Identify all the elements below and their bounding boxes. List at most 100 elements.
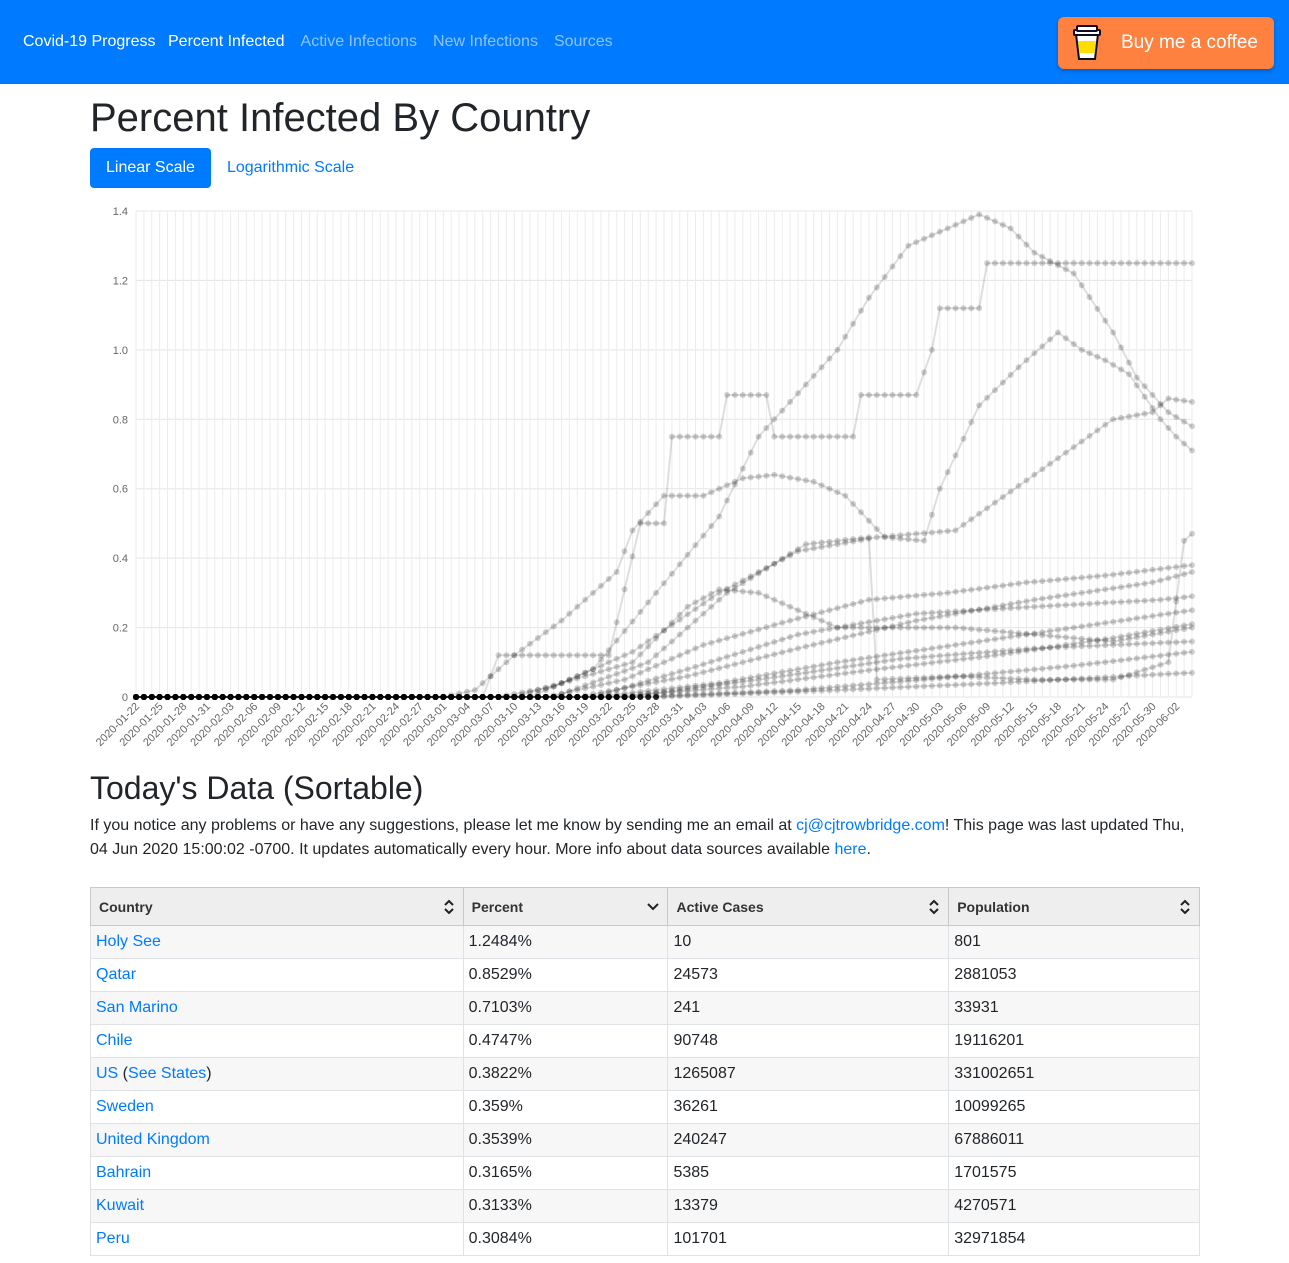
data-point (716, 690, 723, 697)
data-point (984, 674, 991, 681)
data-point (1062, 634, 1069, 641)
data-point (763, 689, 770, 696)
data-point (566, 652, 573, 659)
data-point (1173, 670, 1180, 677)
country-link[interactable]: Sweden (96, 1098, 154, 1115)
data-point (952, 305, 959, 312)
data-point (1023, 241, 1030, 248)
data-point (1173, 623, 1180, 630)
country-link[interactable]: Bahrain (96, 1164, 152, 1181)
data-point (645, 520, 652, 527)
country-link[interactable]: Qatar (96, 966, 137, 983)
country-link[interactable]: United Kingdom (96, 1131, 210, 1148)
column-header[interactable]: Active Cases (667, 887, 950, 926)
data-point (1189, 648, 1195, 655)
data-point (1126, 616, 1132, 623)
column-header[interactable]: Percent (462, 887, 669, 926)
data-point (1189, 669, 1195, 676)
data-point (1173, 414, 1180, 420)
data-point (692, 692, 699, 699)
country-link[interactable]: Chile (96, 1032, 133, 1049)
data-sources-link[interactable]: here (834, 841, 867, 858)
data-point (1110, 361, 1117, 368)
data-point (787, 603, 794, 610)
email-link[interactable]: cj@cjtrowbridge.com (796, 817, 945, 834)
data-point (1126, 632, 1132, 639)
buy-coffee-button[interactable]: Buy me a coffee (1058, 17, 1274, 69)
country-link[interactable]: San Marino (96, 999, 178, 1016)
data-point (984, 505, 991, 512)
column-header[interactable]: Population (948, 887, 1200, 926)
data-point (1118, 599, 1125, 605)
data-point (1055, 644, 1061, 651)
data-point (676, 652, 683, 659)
country-link[interactable]: Peru (96, 1230, 130, 1247)
data-point (1118, 673, 1125, 680)
data-point (1070, 643, 1077, 650)
country-link[interactable]: Kuwait (96, 1197, 145, 1214)
active-cases-cell: 240247 (667, 1123, 950, 1157)
data-point (1102, 421, 1109, 428)
data-point (850, 601, 857, 607)
data-point (724, 663, 730, 670)
data-point (1133, 374, 1140, 381)
data-point (897, 594, 904, 600)
brand-link[interactable]: Covid-19 Progress (23, 33, 156, 50)
column-header[interactable]: Country (90, 887, 464, 926)
nav-sources[interactable]: Sources (553, 33, 613, 50)
data-point (479, 694, 486, 700)
data-point (700, 532, 707, 539)
data-point (1189, 447, 1195, 454)
data-point (668, 619, 675, 626)
data-point (416, 694, 423, 700)
data-point (976, 674, 983, 681)
data-point (755, 676, 762, 683)
data-point (361, 694, 368, 700)
population-cell: 2881053 (948, 958, 1200, 992)
data-point (566, 694, 573, 700)
data-point (850, 501, 857, 507)
data-point (211, 694, 218, 700)
nav-active-infections[interactable]: Active Infections (300, 33, 418, 50)
data-point (795, 476, 801, 482)
data-point (731, 587, 738, 594)
data-point (527, 640, 533, 647)
see-states-link[interactable]: See States (128, 1065, 207, 1082)
nav-new-infections[interactable]: New Infections (433, 33, 538, 50)
data-point (747, 690, 754, 697)
data-point (944, 305, 951, 312)
data-point (668, 693, 675, 700)
log-scale-button[interactable]: Logarithmic Scale (211, 148, 370, 188)
data-point (1149, 405, 1156, 411)
data-point (1007, 605, 1014, 612)
linear-scale-button[interactable]: Linear Scale (90, 148, 211, 188)
chart-series (133, 211, 1195, 700)
country-link[interactable]: Holy See (96, 933, 161, 950)
data-point (1070, 270, 1077, 277)
data-point (1149, 631, 1156, 638)
country-link[interactable]: US (96, 1065, 119, 1082)
data-point (613, 619, 620, 626)
data-point (944, 225, 951, 232)
data-point (858, 392, 864, 398)
y-tick-label: 1.0 (113, 345, 128, 357)
data-point (613, 663, 620, 670)
data-point (944, 673, 951, 680)
data-point (613, 569, 620, 575)
data-point (999, 679, 1006, 686)
data-point (968, 681, 975, 688)
data-point (810, 674, 817, 681)
data-point (1126, 260, 1132, 267)
data-point (1062, 260, 1069, 267)
nav-percent-infected[interactable]: Percent Infected (168, 33, 285, 50)
data-point (590, 666, 597, 673)
data-point (1141, 383, 1148, 390)
data-point (960, 305, 967, 312)
data-point (731, 651, 738, 658)
y-tick-label: 0.8 (113, 414, 128, 426)
data-point (755, 643, 762, 650)
data-point (1157, 639, 1164, 646)
data-point (1165, 628, 1172, 635)
data-point (274, 694, 281, 700)
data-point (905, 675, 912, 682)
